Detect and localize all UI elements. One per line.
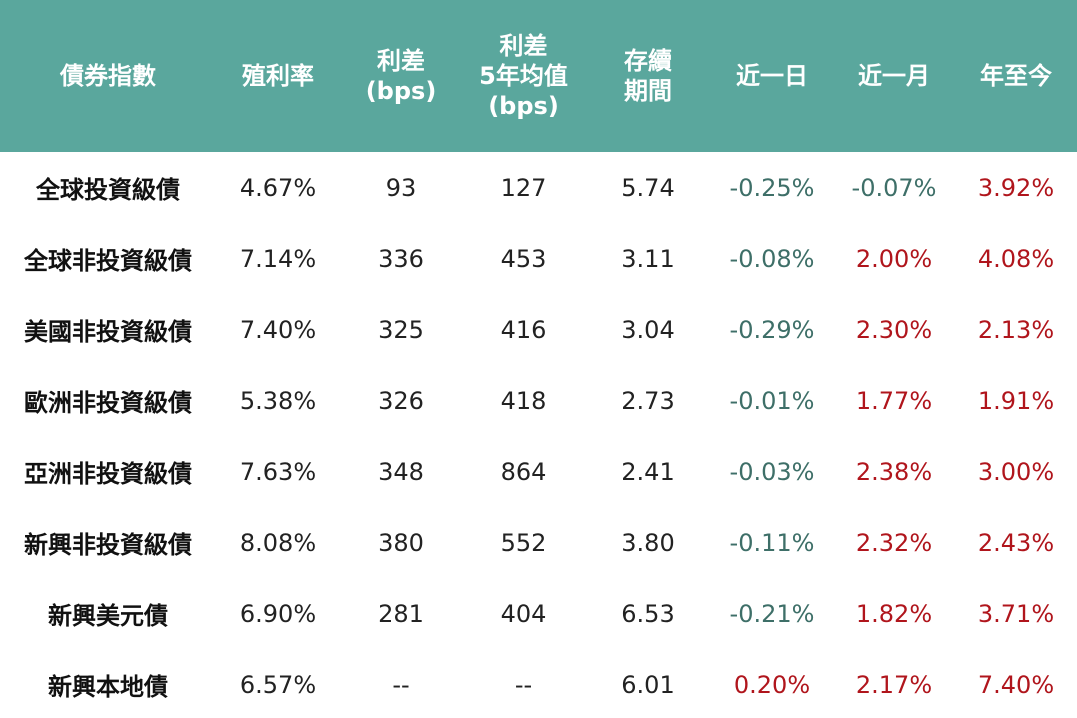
table-row: 新興美元債 6.90% 281 404 6.53 -0.21% 1.82% 3.71% (0, 578, 1077, 649)
cell-spread-5y-avg: 453 (500, 244, 547, 273)
cell-ytd: 3.00% (977, 457, 1055, 486)
cell-duration: 3.80 (621, 528, 675, 557)
cell-ytd: 3.71% (977, 599, 1055, 628)
header-spread-5y-avg: 利差 5年均值 (bps) (479, 32, 568, 120)
cell-duration: 6.53 (621, 599, 675, 628)
cell-duration: 5.74 (621, 173, 675, 202)
cell-spread: 336 (378, 244, 424, 273)
table-row: 美國非投資級債 7.40% 325 416 3.04 -0.29% 2.30% 2.13% (0, 294, 1077, 365)
cell-1m: 2.00% (855, 244, 933, 273)
cell-spread-5y-avg: -- (514, 670, 533, 699)
cell-1d: -0.29% (729, 315, 815, 344)
cell-spread-5y-avg: 416 (500, 315, 547, 344)
cell-1m: 1.82% (855, 599, 933, 628)
cell-1m: 1.77% (855, 386, 933, 415)
cell-ytd: 3.92% (977, 173, 1055, 202)
cell-spread: -- (392, 670, 410, 699)
cell-yield: 6.57% (239, 670, 317, 699)
cell-bond-index: 美國非投資級債 (24, 318, 192, 346)
cell-1d: -0.25% (729, 173, 815, 202)
cell-spread-5y-avg: 404 (500, 599, 547, 628)
cell-1m: 2.17% (855, 670, 933, 699)
cell-duration: 3.11 (621, 244, 675, 273)
cell-yield: 6.90% (239, 599, 317, 628)
cell-1m: 2.30% (855, 315, 933, 344)
cell-1m: 2.32% (855, 528, 933, 557)
cell-spread: 281 (378, 599, 424, 628)
cell-spread: 325 (378, 315, 424, 344)
cell-ytd: 2.13% (977, 315, 1055, 344)
cell-bond-index: 新興美元債 (48, 602, 168, 630)
cell-bond-index: 歐洲非投資級債 (24, 389, 192, 417)
cell-spread: 93 (385, 173, 417, 202)
cell-yield: 4.67% (239, 173, 317, 202)
table-row: 亞洲非投資級債 7.63% 348 864 2.41 -0.03% 2.38% 3.00% (0, 436, 1077, 507)
cell-ytd: 7.40% (977, 670, 1055, 699)
cell-yield: 7.63% (239, 457, 317, 486)
cell-1d: -0.01% (729, 386, 815, 415)
cell-ytd: 4.08% (977, 244, 1055, 273)
cell-1m: 2.38% (855, 457, 933, 486)
table-row: 新興非投資級債 8.08% 380 552 3.80 -0.11% 2.32% 2.43% (0, 507, 1077, 578)
header-ytd: 年至今 (980, 62, 1052, 90)
cell-duration: 2.41 (621, 457, 675, 486)
cell-spread: 380 (378, 528, 424, 557)
table-row: 全球非投資級債 7.14% 336 453 3.11 -0.08% 2.00% 4.08% (0, 223, 1077, 294)
cell-spread: 348 (378, 457, 424, 486)
cell-yield: 7.14% (239, 244, 317, 273)
table-body: 全球投資級債 4.67% 93 127 5.74 -0.25% -0.07% 3.92% 全球非… (0, 152, 1077, 718)
cell-1d: -0.03% (729, 457, 815, 486)
table-row: 全球投資級債 4.67% 93 127 5.74 -0.25% -0.07% 3.92% (0, 152, 1077, 223)
header-1d: 近一日 (736, 62, 808, 90)
cell-duration: 2.73 (621, 386, 675, 415)
cell-1d: -0.08% (729, 244, 815, 273)
cell-1m: -0.07% (851, 173, 937, 202)
cell-spread: 326 (378, 386, 424, 415)
cell-bond-index: 全球投資級債 (36, 176, 180, 204)
cell-duration: 3.04 (621, 315, 675, 344)
cell-bond-index: 亞洲非投資級債 (24, 460, 192, 488)
header-bond-index: 債券指數 (60, 62, 156, 90)
cell-duration: 6.01 (621, 670, 675, 699)
cell-spread-5y-avg: 864 (500, 457, 547, 486)
cell-yield: 7.40% (239, 315, 317, 344)
cell-bond-index: 全球非投資級債 (24, 247, 192, 275)
cell-yield: 5.38% (239, 386, 317, 415)
header-spread: 利差 (bps) (365, 47, 437, 105)
header-row: 債券指數 殖利率 利差 (bps) 利差 5年均值 (bps) 存續 期間 近一… (0, 0, 1077, 152)
cell-1d: 0.20% (733, 670, 811, 699)
cell-1d: -0.21% (729, 599, 815, 628)
header-1m: 近一月 (858, 62, 930, 90)
cell-bond-index: 新興非投資級債 (24, 531, 192, 559)
cell-ytd: 2.43% (977, 528, 1055, 557)
table-header: 債券指數 殖利率 利差 (bps) 利差 5年均值 (bps) 存續 期間 近一… (0, 0, 1077, 152)
cell-spread-5y-avg: 552 (500, 528, 547, 557)
table-row: 歐洲非投資級債 5.38% 326 418 2.73 -0.01% 1.77% 1.91% (0, 365, 1077, 436)
cell-yield: 8.08% (239, 528, 317, 557)
cell-1d: -0.11% (729, 528, 815, 557)
cell-bond-index: 新興本地債 (48, 673, 168, 701)
cell-spread-5y-avg: 418 (500, 386, 547, 415)
header-duration: 存續 期間 (624, 47, 672, 105)
header-yield: 殖利率 (242, 62, 314, 90)
cell-ytd: 1.91% (977, 386, 1055, 415)
table-row: 新興本地債 6.57% -- -- 6.01 0.20% 2.17% 7.40% (0, 649, 1077, 718)
cell-spread-5y-avg: 127 (500, 173, 547, 202)
